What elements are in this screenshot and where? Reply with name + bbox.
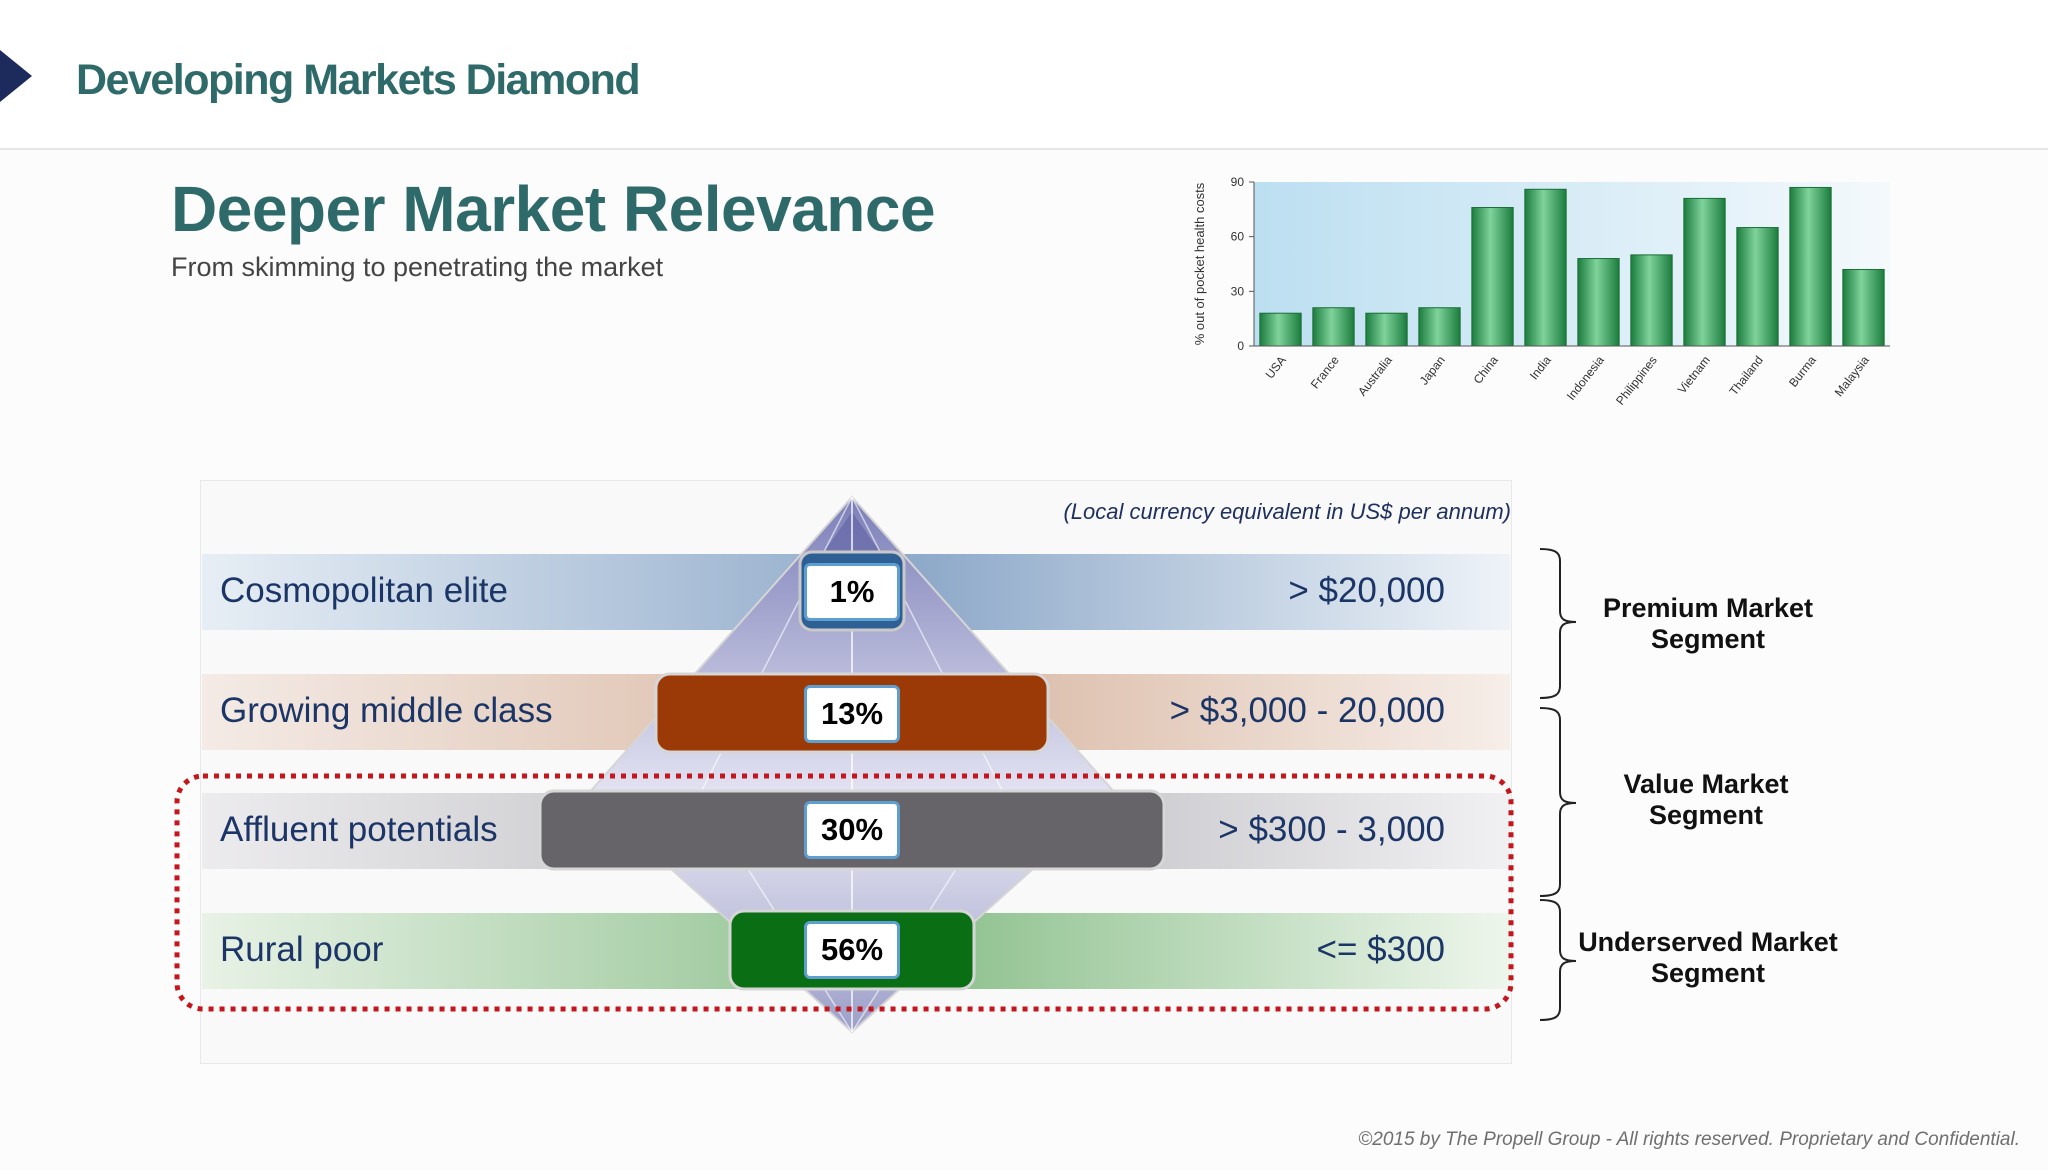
bar-india [1524,188,1567,347]
bracket-premium [1539,548,1577,699]
bar-japan [1418,307,1461,347]
y-tick-label: 90 [1231,175,1245,189]
highlight-dotted-outline [174,773,1514,1012]
segment-label-rural-poor: Rural poor [220,930,384,969]
bar-thailand [1736,227,1779,347]
market-label-premium: Premium Market Segment [1602,593,1814,654]
segment-label-cosmopolitan-elite: Cosmopolitan elite [220,571,508,610]
slide-subtitle: From skimming to penetrating the market [171,252,664,282]
chevron-right-icon [0,50,32,102]
income-range-affluent-potentials: > $300 - 3,000 [1218,810,1445,849]
header-title: Developing Markets Diamond [76,56,641,104]
pct-label-rural-poor: 56% [804,921,900,979]
market-label-underserved: Underserved Market Segment [1578,927,1838,988]
y-tick-label: 60 [1231,230,1245,244]
bracket-value [1539,707,1577,897]
currency-note: (Local currency equivalent in US$ per an… [1063,499,1511,524]
y-tick-label: 30 [1231,284,1245,298]
y-tick-label: 0 [1237,339,1244,353]
income-range-growing-middle-class: > $3,000 - 20,000 [1169,691,1445,730]
bar-australia [1365,312,1408,347]
segment-label-growing-middle-class: Growing middle class [220,691,553,730]
pct-label-affluent-potentials: 30% [804,801,900,859]
bar-indonesia [1577,258,1620,347]
income-range-cosmopolitan-elite: > $20,000 [1288,571,1445,610]
slide-title: Deeper Market Relevance [171,173,936,245]
bar-france [1312,307,1355,347]
segment-label-affluent-potentials: Affluent potentials [220,810,498,849]
bracket-underserved [1539,899,1577,1021]
bar-china [1471,207,1514,347]
bar-usa [1259,312,1302,347]
pct-label-growing-middle-class: 13% [804,685,900,743]
income-range-rural-poor: <= $300 [1316,930,1445,969]
header-divider [0,148,2048,150]
plot-area [1254,182,1890,346]
bar-vietnam [1683,197,1726,347]
bar-burma [1789,186,1832,347]
header-band [0,0,2048,148]
pct-label-cosmopolitan-elite: 1% [804,563,900,621]
copyright-footer: ©2015 by The Propell Group - All rights … [1358,1129,2020,1150]
y-axis-label: % out of pocket health costs [1192,182,1207,345]
market-label-value: Value Market Segment [1623,769,1789,830]
bar-philippines [1630,254,1673,347]
